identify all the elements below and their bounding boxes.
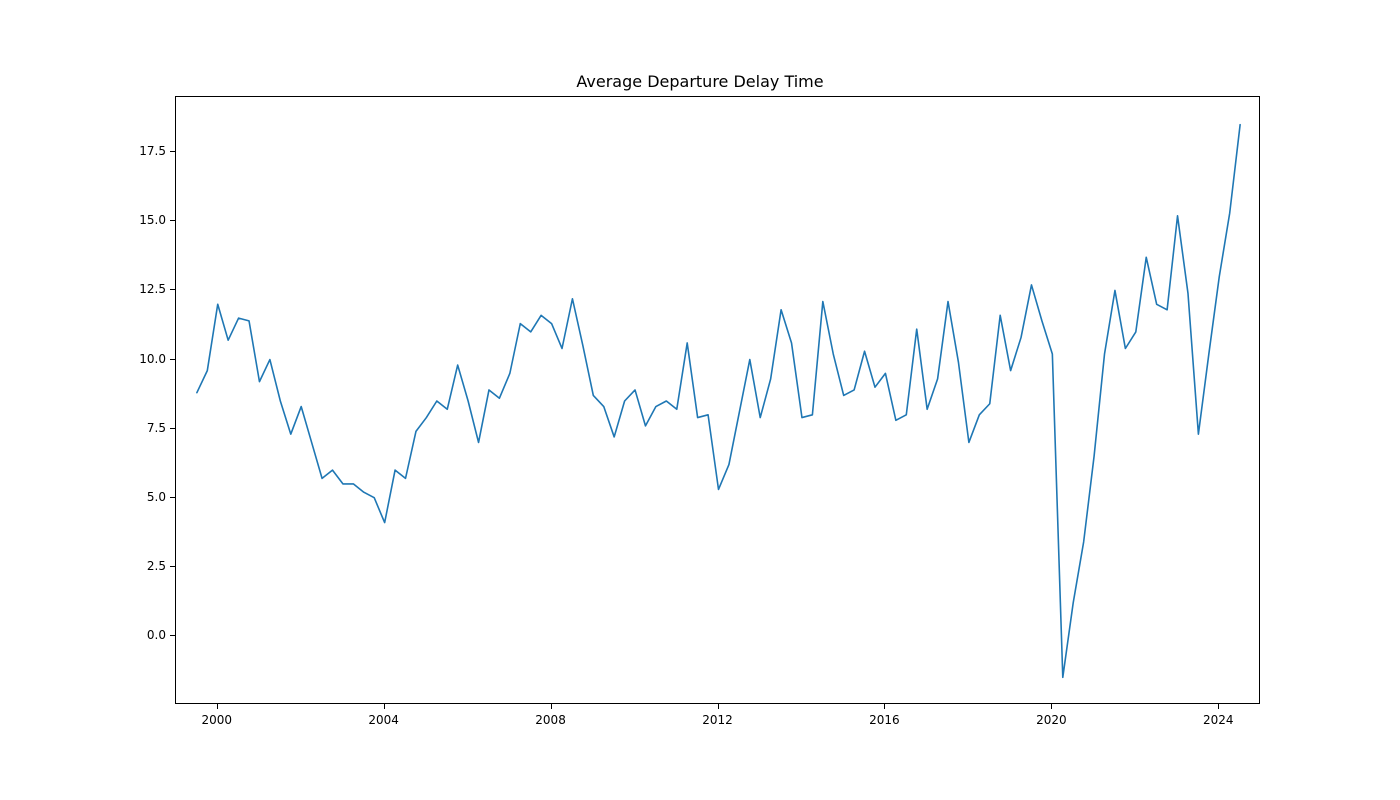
ytick-mark: [170, 497, 175, 498]
ytick-label: 5.0: [147, 490, 166, 504]
line-layer: [176, 97, 1261, 705]
ytick-label: 10.0: [139, 352, 166, 366]
xtick-label: 2020: [1036, 713, 1067, 727]
chart-title: Average Departure Delay Time: [0, 72, 1400, 91]
xtick-mark: [718, 704, 719, 709]
ytick-label: 2.5: [147, 559, 166, 573]
ytick-mark: [170, 359, 175, 360]
ytick-label: 7.5: [147, 421, 166, 435]
ytick-mark: [170, 428, 175, 429]
plot-area: [175, 96, 1260, 704]
ytick-mark: [170, 151, 175, 152]
xtick-mark: [1051, 704, 1052, 709]
xtick-label: 2016: [869, 713, 900, 727]
xtick-label: 2000: [201, 713, 232, 727]
ytick-label: 17.5: [139, 144, 166, 158]
xtick-mark: [217, 704, 218, 709]
xtick-label: 2008: [535, 713, 566, 727]
chart-container: Average Departure Delay Time 0.0 2.5 5.0 7.…: [0, 0, 1400, 800]
ytick-label: 15.0: [139, 213, 166, 227]
xtick-mark: [884, 704, 885, 709]
ytick-mark: [170, 635, 175, 636]
series-line: [197, 125, 1240, 678]
xtick-mark: [1218, 704, 1219, 709]
ytick-label: 0.0: [147, 628, 166, 642]
xtick-label: 2012: [702, 713, 733, 727]
ytick-mark: [170, 289, 175, 290]
xtick-mark: [551, 704, 552, 709]
xtick-label: 2024: [1203, 713, 1234, 727]
xtick-label: 2004: [368, 713, 399, 727]
ytick-mark: [170, 220, 175, 221]
ytick-mark: [170, 566, 175, 567]
xtick-mark: [384, 704, 385, 709]
ytick-label: 12.5: [139, 282, 166, 296]
